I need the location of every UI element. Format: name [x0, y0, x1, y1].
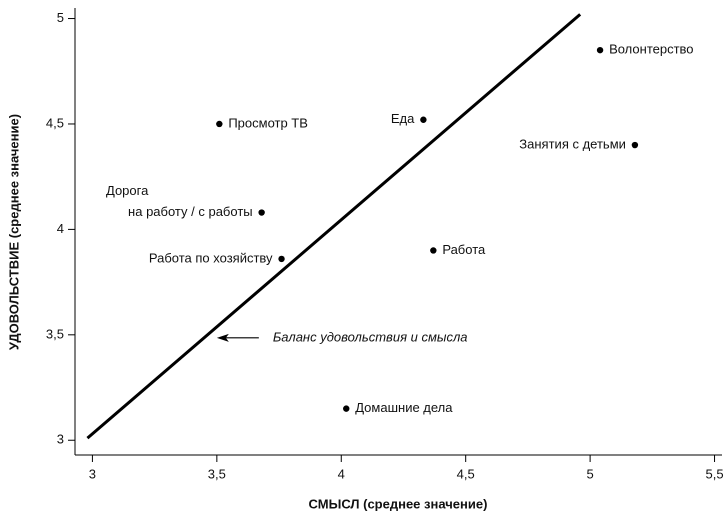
point-label: Работа [442, 242, 486, 257]
y-tick-label: 4 [57, 221, 64, 236]
x-tick-label: 4,5 [457, 466, 475, 481]
point [631, 141, 639, 149]
x-axis-title: СМЫСЛ (среднее значение) [309, 496, 488, 511]
point [258, 209, 265, 216]
point [596, 46, 604, 54]
point-label: Занятия с детьми [519, 136, 626, 151]
point-label: Еда [391, 111, 415, 126]
y-axis-title: УДОВОЛЬСТВИЕ (среднее значение) [6, 114, 21, 350]
x-tick-label: 4 [338, 466, 345, 481]
y-tick-label: 4,5 [46, 115, 64, 130]
annotation: Баланс удовольствия и смысла [273, 329, 468, 344]
point [343, 405, 350, 412]
point-label: на работу / с работы [128, 204, 253, 219]
point-label: Дорога [106, 183, 149, 198]
point-label: Работа по хозяйству [149, 250, 273, 265]
balance-line [86, 13, 582, 440]
x-tick-label: 5,5 [705, 466, 723, 481]
point [430, 247, 437, 254]
point [278, 255, 285, 263]
x-tick-label: 3,5 [208, 466, 226, 481]
y-tick-label: 3,5 [46, 326, 64, 341]
point [216, 120, 223, 128]
y-tick-label: 5 [57, 10, 64, 25]
point-label: Волонтерство [609, 42, 693, 57]
y-tick-label: 3 [57, 432, 64, 447]
x-tick-label: 3 [89, 466, 96, 481]
annotation-arrowhead [216, 333, 229, 342]
point-label: Домашние дела [355, 400, 453, 415]
point-label: Просмотр ТВ [228, 115, 308, 130]
point [420, 116, 427, 123]
x-tick-label: 5 [586, 466, 593, 481]
